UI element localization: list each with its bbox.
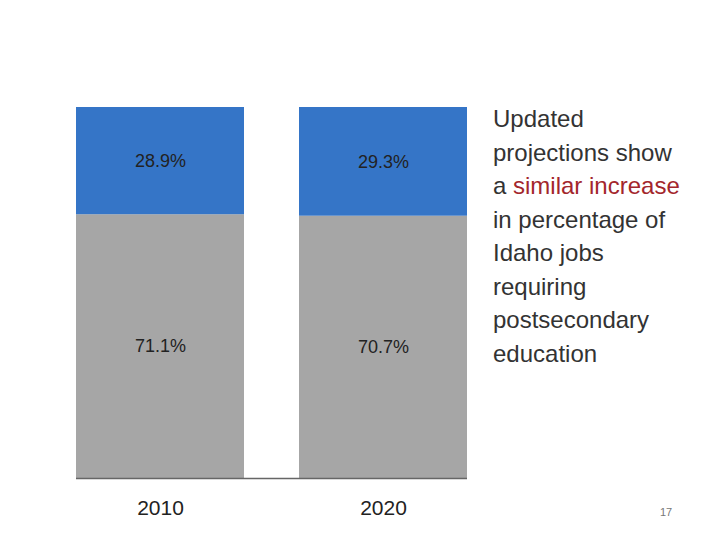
svg-text:28.9%: 28.9% — [135, 151, 186, 171]
svg-text:71.1%: 71.1% — [135, 336, 186, 356]
html-text:in percentage of Idaho jobs re: in percentage of Idaho jobs requiring po… — [493, 205, 666, 367]
html-text:17: 17 — [660, 506, 673, 518]
html-text:Updated projections show a sim: Updated projections show a similar incre… — [493, 105, 680, 199]
svg-text:29.3%: 29.3% — [358, 152, 409, 172]
svg-text:2010: 2010 — [137, 496, 184, 519]
svg-text:2020: 2020 — [360, 496, 407, 519]
svg-text:70.7%: 70.7% — [358, 337, 409, 357]
